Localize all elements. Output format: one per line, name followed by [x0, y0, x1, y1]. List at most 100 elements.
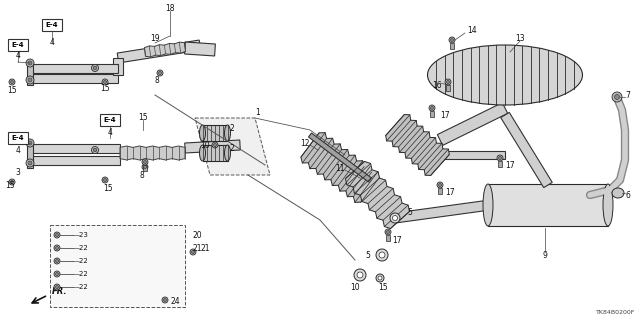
Text: TK84B0200F: TK84B0200F: [596, 310, 635, 315]
Ellipse shape: [483, 184, 493, 226]
Circle shape: [142, 159, 148, 165]
Text: —23: —23: [73, 232, 89, 238]
Polygon shape: [184, 42, 216, 56]
Text: —22: —22: [73, 258, 89, 264]
Text: FR.: FR.: [52, 287, 67, 297]
Circle shape: [9, 179, 15, 185]
Circle shape: [614, 94, 620, 100]
Polygon shape: [117, 40, 201, 63]
Ellipse shape: [612, 188, 624, 198]
Circle shape: [437, 182, 443, 188]
Text: 24: 24: [170, 298, 180, 307]
Text: —22: —22: [73, 284, 89, 290]
Text: 15: 15: [7, 85, 17, 94]
Text: E-4: E-4: [45, 22, 58, 28]
Circle shape: [376, 274, 384, 282]
Circle shape: [26, 159, 34, 167]
Polygon shape: [386, 115, 449, 175]
Bar: [498, 161, 502, 167]
Polygon shape: [30, 143, 120, 153]
Circle shape: [92, 65, 99, 71]
Circle shape: [497, 155, 503, 161]
Circle shape: [26, 139, 34, 147]
Circle shape: [438, 183, 442, 187]
Circle shape: [54, 245, 60, 251]
Text: —22: —22: [73, 245, 89, 251]
Circle shape: [56, 234, 58, 236]
Circle shape: [431, 107, 433, 109]
Bar: [143, 165, 147, 171]
Text: 12: 12: [300, 139, 310, 148]
Polygon shape: [113, 58, 123, 75]
Circle shape: [378, 276, 382, 280]
Circle shape: [159, 71, 161, 75]
Circle shape: [143, 165, 147, 169]
Text: 17: 17: [440, 110, 450, 119]
Text: 21: 21: [200, 244, 209, 252]
Circle shape: [93, 148, 97, 152]
Circle shape: [447, 81, 449, 84]
Polygon shape: [30, 74, 118, 83]
Polygon shape: [308, 133, 371, 182]
Circle shape: [54, 258, 60, 264]
Polygon shape: [30, 156, 120, 164]
Text: —22: —22: [73, 271, 89, 277]
Polygon shape: [346, 161, 410, 228]
Text: 4: 4: [49, 37, 54, 46]
Circle shape: [54, 271, 60, 277]
Circle shape: [449, 37, 455, 43]
Circle shape: [143, 161, 147, 164]
Circle shape: [10, 81, 13, 84]
Text: 10: 10: [350, 284, 360, 292]
Text: 17: 17: [445, 188, 455, 196]
Text: 6: 6: [625, 190, 630, 199]
Circle shape: [390, 213, 400, 223]
Polygon shape: [185, 140, 240, 153]
Bar: [446, 85, 450, 91]
Text: 20: 20: [192, 230, 202, 239]
Circle shape: [92, 147, 99, 154]
Polygon shape: [301, 132, 379, 202]
Circle shape: [28, 61, 32, 65]
Circle shape: [56, 285, 58, 289]
Bar: [386, 235, 390, 241]
Text: 10: 10: [200, 140, 210, 149]
Circle shape: [392, 215, 397, 220]
Circle shape: [56, 260, 58, 262]
Text: 3: 3: [15, 167, 20, 177]
Circle shape: [56, 246, 58, 250]
Text: 5: 5: [408, 207, 412, 217]
Ellipse shape: [200, 145, 205, 161]
Circle shape: [499, 156, 502, 159]
Bar: [202, 125, 227, 141]
Polygon shape: [394, 200, 491, 223]
Text: 4: 4: [15, 51, 20, 60]
Ellipse shape: [603, 184, 613, 226]
Circle shape: [157, 70, 163, 76]
Circle shape: [104, 81, 106, 84]
Text: 15: 15: [100, 84, 110, 92]
Bar: [488, 184, 608, 226]
Text: 17: 17: [392, 236, 402, 244]
Polygon shape: [145, 42, 186, 57]
Polygon shape: [27, 63, 33, 85]
Circle shape: [376, 249, 388, 261]
Circle shape: [54, 284, 60, 290]
Bar: [202, 145, 227, 161]
Bar: [50, 225, 185, 307]
Text: 15: 15: [5, 180, 15, 189]
Circle shape: [379, 252, 385, 258]
Text: E-4: E-4: [12, 42, 24, 48]
Circle shape: [191, 251, 195, 253]
Text: 1: 1: [255, 108, 260, 116]
Text: 7: 7: [625, 91, 630, 100]
Circle shape: [445, 79, 451, 85]
Circle shape: [190, 249, 196, 255]
Text: 16: 16: [432, 81, 442, 90]
Text: 15: 15: [138, 113, 148, 122]
Polygon shape: [27, 143, 33, 168]
Text: 9: 9: [543, 251, 547, 260]
Text: 4: 4: [15, 146, 20, 155]
Circle shape: [28, 78, 32, 82]
Text: 2: 2: [230, 124, 234, 132]
